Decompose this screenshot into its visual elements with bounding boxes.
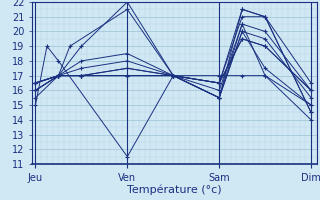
X-axis label: Température (°c): Température (°c)	[127, 184, 222, 195]
